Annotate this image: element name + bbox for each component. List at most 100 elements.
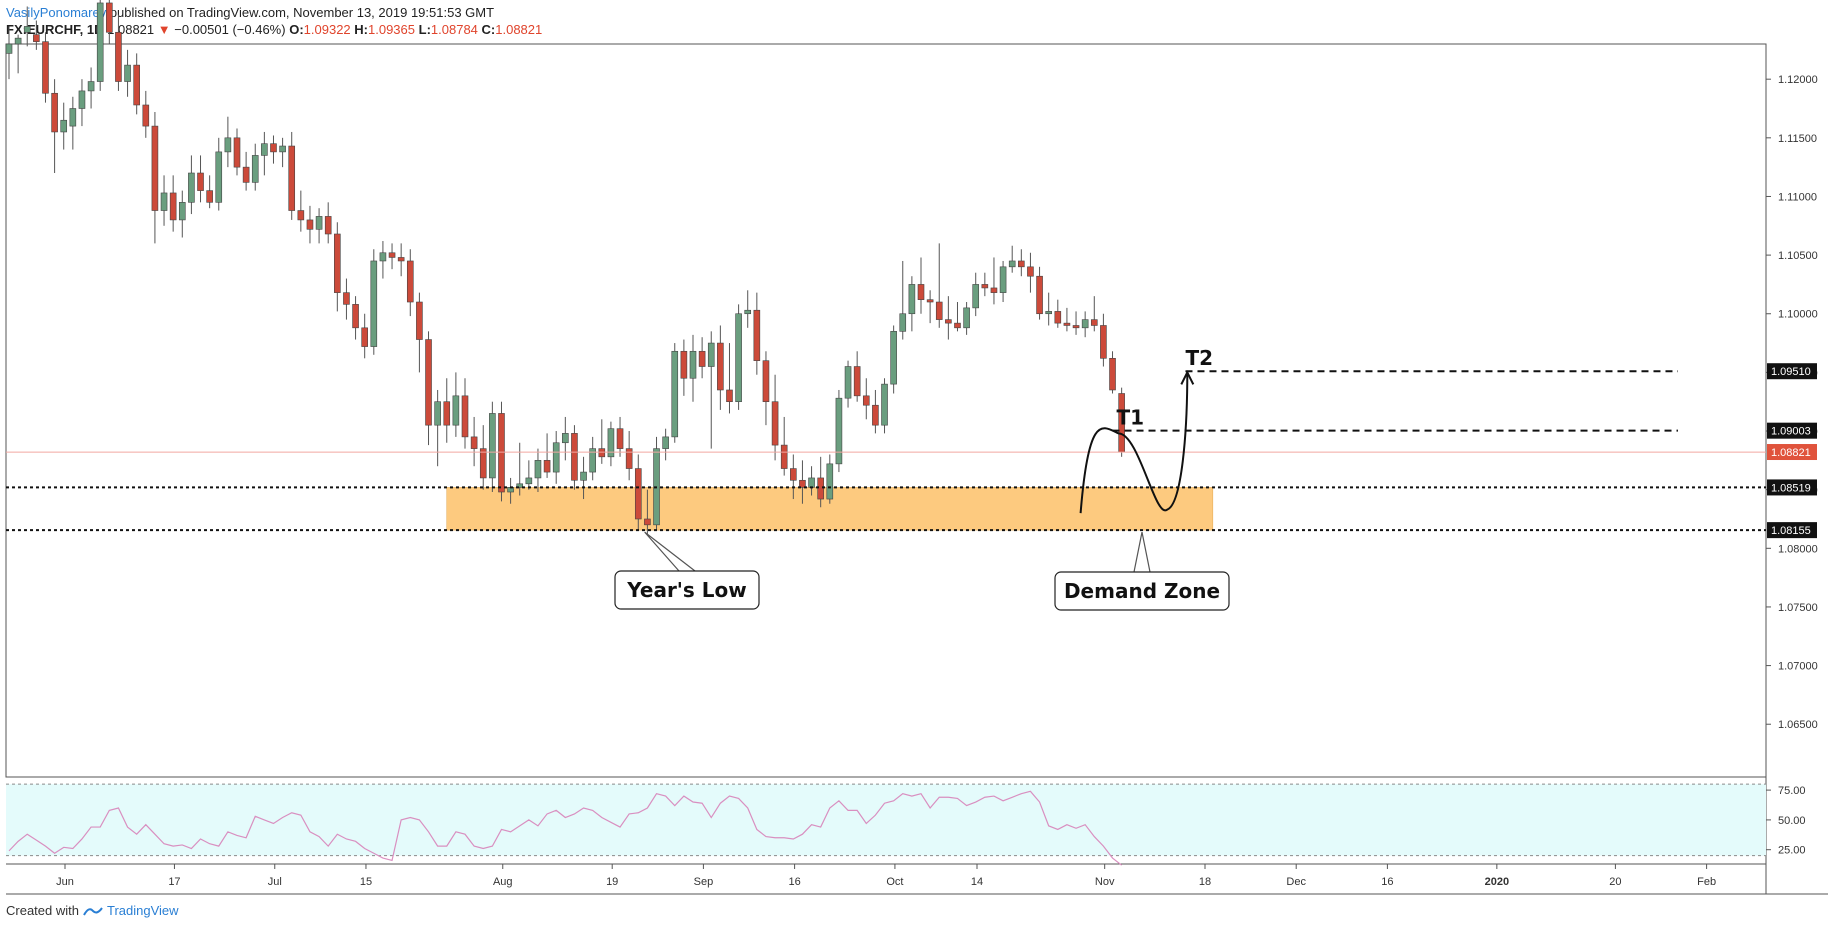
candle-body xyxy=(288,145,296,211)
candle-body xyxy=(525,477,533,485)
author-link[interactable]: VasilyPonomarev xyxy=(6,5,107,20)
price-tag-label: 1.08155 xyxy=(1771,525,1811,537)
symbol-label[interactable]: FX:EURCHF, 1D xyxy=(6,22,104,37)
candle-body xyxy=(124,64,131,82)
candle xyxy=(288,131,296,220)
candle xyxy=(1054,299,1062,328)
candle-body xyxy=(397,257,405,262)
candle-body xyxy=(169,192,177,221)
time-tick-label: 20 xyxy=(1609,876,1621,888)
candle xyxy=(862,378,870,420)
candle xyxy=(498,401,505,502)
target-label: T2 xyxy=(1185,346,1213,370)
candle-body xyxy=(479,448,487,479)
candle xyxy=(452,372,460,437)
candle xyxy=(1072,311,1080,335)
candle-body xyxy=(261,143,268,156)
candles-group xyxy=(5,0,1125,535)
candle-body xyxy=(534,460,542,479)
time-tick-label: Sep xyxy=(694,876,714,888)
candle-body xyxy=(844,366,852,399)
candle-body xyxy=(853,366,861,397)
targets-group: T1 T2 xyxy=(1112,346,1678,432)
price-tick-label: 1.08000 xyxy=(1778,543,1818,555)
candle-body xyxy=(945,319,952,324)
candle xyxy=(753,292,761,375)
time-tick-label: 16 xyxy=(1381,876,1393,888)
price-tags-group: 1.09510 1.09003 1.08821 1.08519 1.08155 xyxy=(1767,363,1817,539)
close-value: 1.08821 xyxy=(495,22,543,37)
candle xyxy=(890,325,897,394)
candle xyxy=(425,331,432,446)
candle xyxy=(571,425,578,490)
candle-body xyxy=(416,301,423,340)
candle-body xyxy=(5,43,13,54)
candle-body xyxy=(817,477,824,500)
candle-body xyxy=(361,327,368,347)
candle xyxy=(142,90,150,138)
candle-body xyxy=(826,463,834,500)
publish-line: VasilyPonomarev published on TradingView… xyxy=(6,4,542,21)
price-tag-box xyxy=(1767,522,1817,539)
candle xyxy=(562,416,569,461)
time-tick-label: Dec xyxy=(1286,876,1306,888)
candle-body xyxy=(452,395,460,426)
rsi-line xyxy=(8,790,1123,866)
year-low-callout-pointer xyxy=(644,531,696,572)
candle-body xyxy=(1063,322,1071,326)
candle xyxy=(270,135,277,164)
candle-body xyxy=(115,31,122,82)
candle-body xyxy=(671,350,679,438)
candle xyxy=(744,290,752,328)
candle-body xyxy=(242,166,250,183)
price-tag-box xyxy=(1767,363,1817,380)
candle-body xyxy=(598,448,606,458)
candle xyxy=(534,448,542,493)
candle xyxy=(51,79,58,174)
candle-body xyxy=(197,172,204,191)
candle-body xyxy=(571,433,578,481)
candle-body xyxy=(443,401,451,426)
candle-body xyxy=(33,34,40,42)
time-tick-label: 16 xyxy=(788,876,800,888)
candle xyxy=(899,260,907,340)
candle-body xyxy=(1081,319,1089,329)
rsi-axis-ticks: 25.00 50.00 75.00 xyxy=(1766,785,1806,857)
candle xyxy=(799,460,806,504)
price-tag-label: 1.08821 xyxy=(1771,447,1811,459)
candle xyxy=(671,343,679,443)
candle-body xyxy=(425,339,432,426)
candle-body xyxy=(461,395,469,438)
candle xyxy=(972,272,980,317)
time-tick-label: Oct xyxy=(886,876,903,888)
candle xyxy=(124,49,131,97)
price-tick-label: 1.12000 xyxy=(1778,74,1818,86)
candle-body xyxy=(379,252,387,262)
candle-body xyxy=(470,436,478,449)
candle xyxy=(470,416,478,467)
candle xyxy=(1045,292,1052,326)
candle-body xyxy=(334,233,341,293)
demand-zone-callout-box xyxy=(1054,571,1230,611)
year-low-callout-label: Year's Low xyxy=(626,578,747,602)
rsi-tick-label: 25.00 xyxy=(1778,845,1806,857)
candle xyxy=(251,143,259,191)
candle xyxy=(926,290,934,324)
created-with-text: Created with xyxy=(6,903,79,918)
tradingview-link[interactable]: TradingView xyxy=(106,903,179,918)
candle-body xyxy=(306,219,314,230)
candle-body xyxy=(1090,319,1098,326)
candle xyxy=(60,102,68,150)
candle-body xyxy=(908,284,916,315)
candle xyxy=(479,425,487,490)
candle xyxy=(361,313,368,359)
time-tick-label: Aug xyxy=(493,876,513,888)
candle xyxy=(771,374,779,461)
candle-body xyxy=(516,483,524,488)
time-tick-label: 17 xyxy=(168,876,180,888)
year-low-callout: Year's Low xyxy=(614,531,760,610)
candle xyxy=(406,249,414,317)
candle xyxy=(297,190,305,232)
candle-body xyxy=(616,428,624,449)
